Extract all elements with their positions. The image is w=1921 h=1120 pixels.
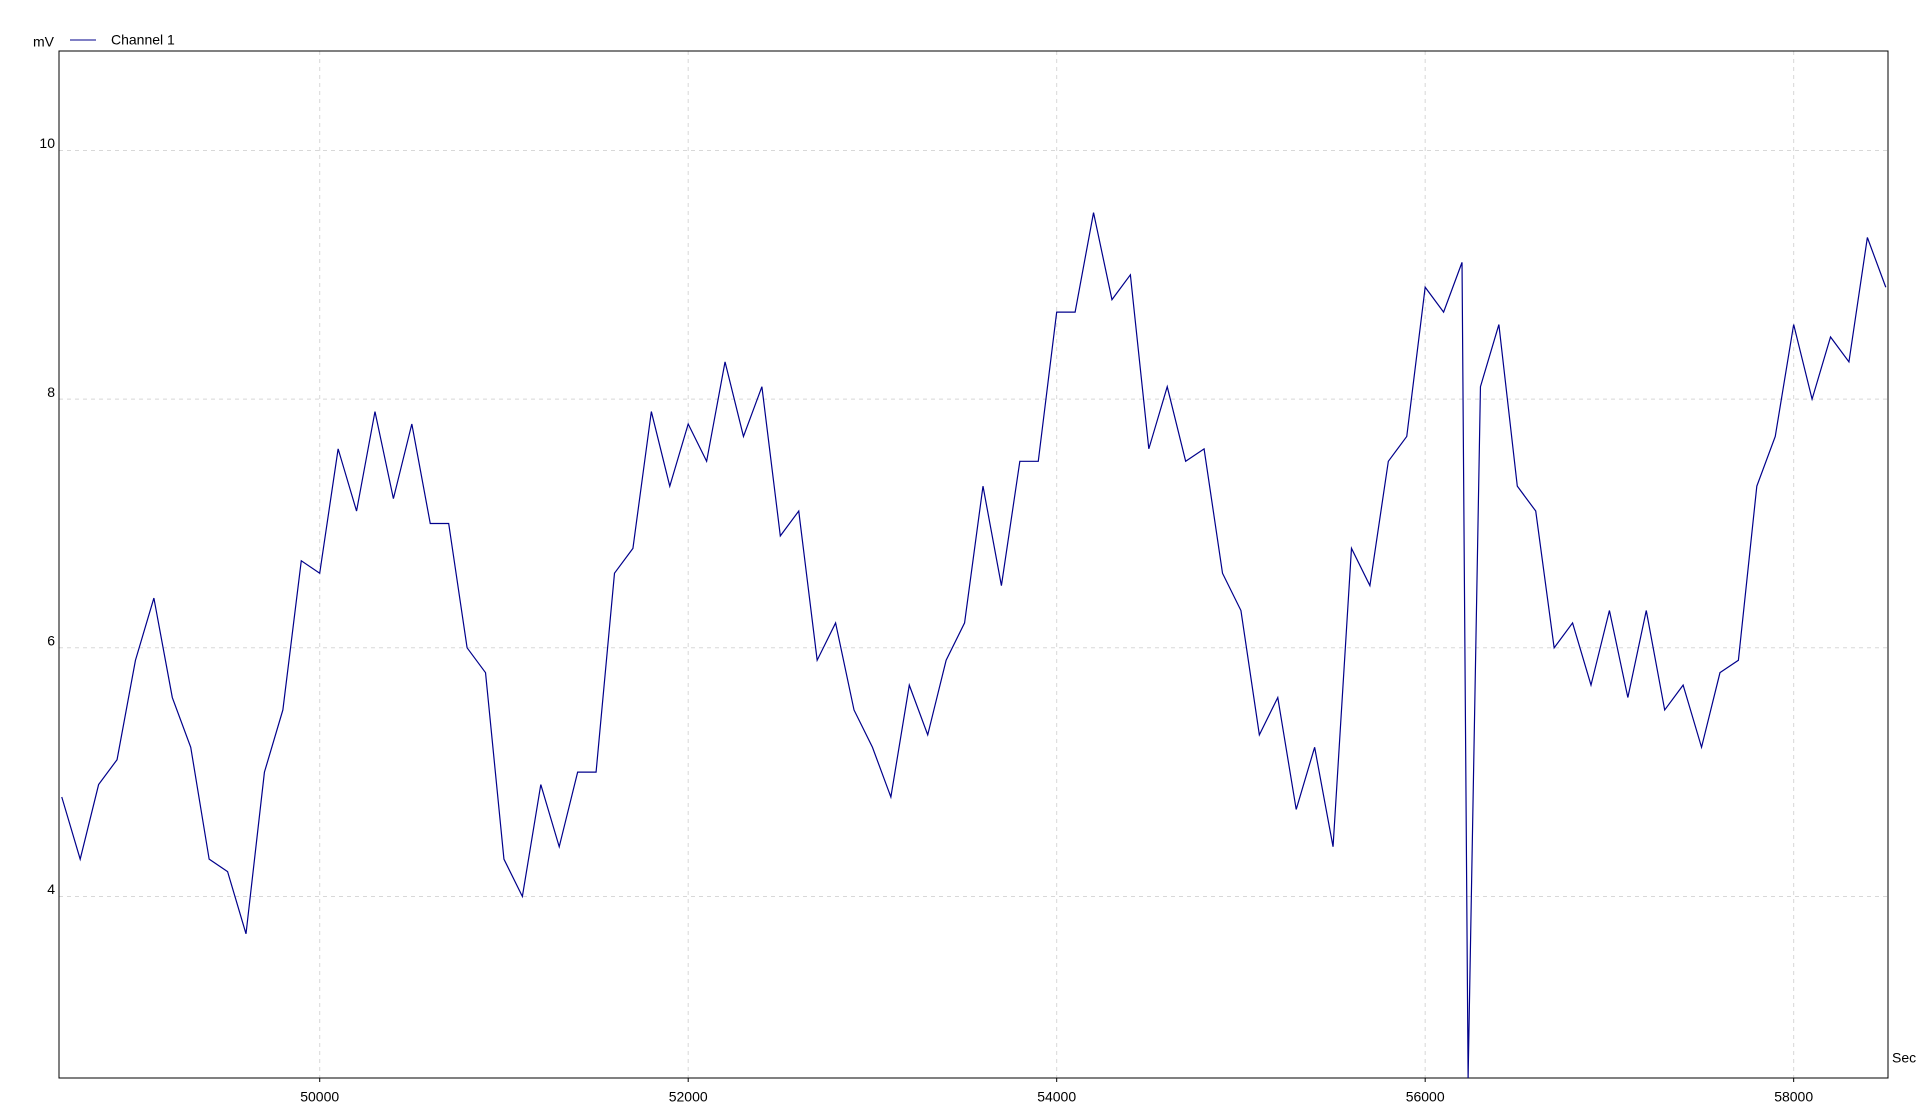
x-tick-label: 50000 [300, 1089, 339, 1105]
y-tick-label: 4 [47, 881, 55, 897]
plot-frame [58, 50, 1889, 1079]
y-tick-label: 8 [47, 384, 55, 400]
x-tick-label: 54000 [1037, 1089, 1076, 1105]
x-tick-label: 58000 [1774, 1089, 1813, 1105]
y-axis-label: mV [33, 34, 55, 50]
x-tick-label: 52000 [669, 1089, 708, 1105]
y-tick-label: 10 [39, 135, 55, 151]
legend-label: Channel 1 [111, 32, 175, 48]
series-line [61, 212, 1887, 1079]
y-tick-label: 6 [47, 633, 55, 649]
x-axis-label: Sec [1892, 1050, 1916, 1066]
x-tick-label: 56000 [1406, 1089, 1445, 1105]
